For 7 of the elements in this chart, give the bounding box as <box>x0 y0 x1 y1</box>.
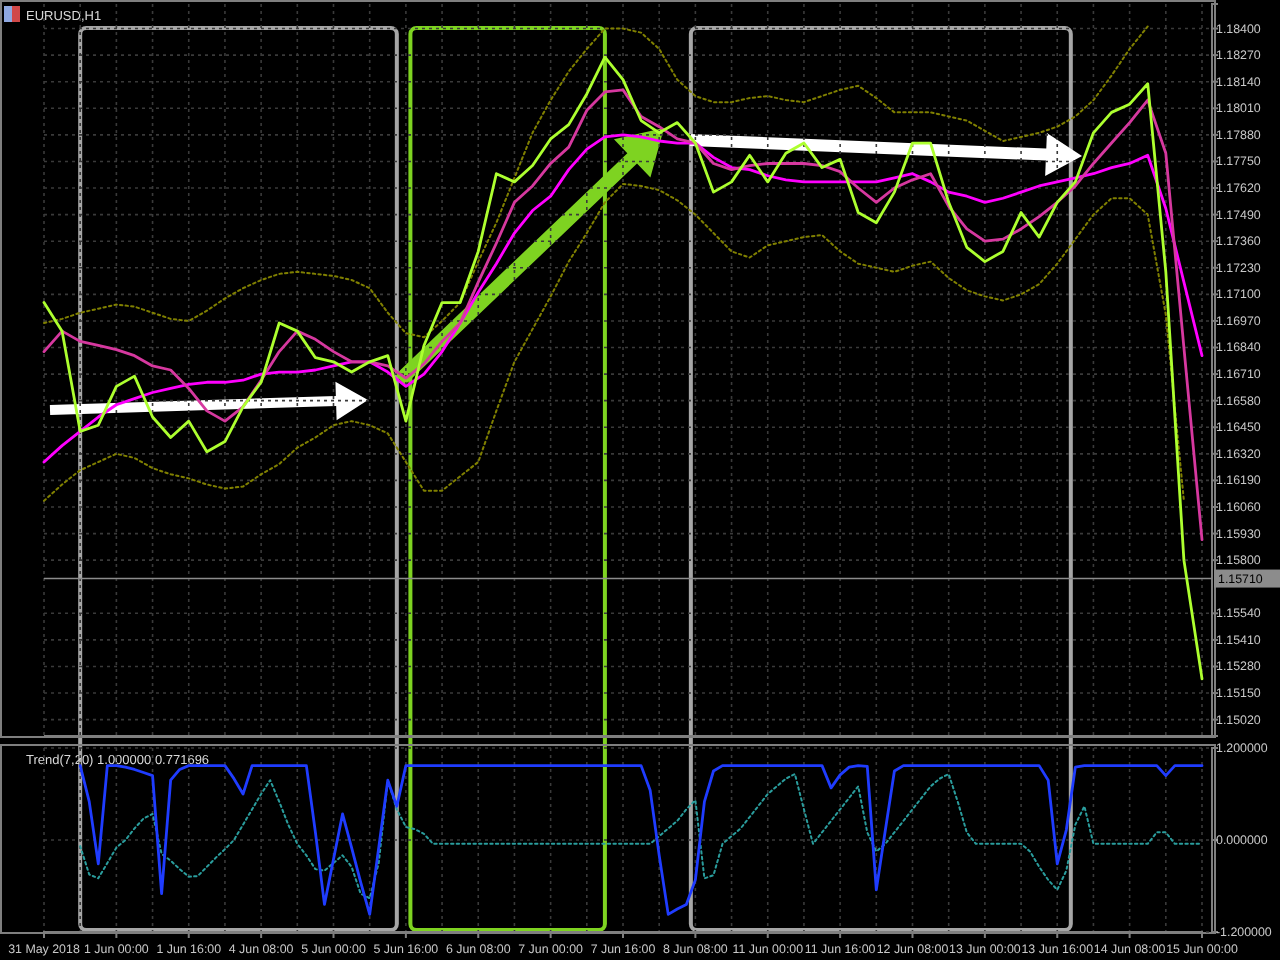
line-series <box>42 88 1204 542</box>
line-series <box>42 133 1204 464</box>
line-series <box>43 25 1149 339</box>
line-series <box>42 55 1204 681</box>
line-series <box>43 182 1185 502</box>
line-series <box>79 773 1203 900</box>
line-series <box>78 764 1204 916</box>
